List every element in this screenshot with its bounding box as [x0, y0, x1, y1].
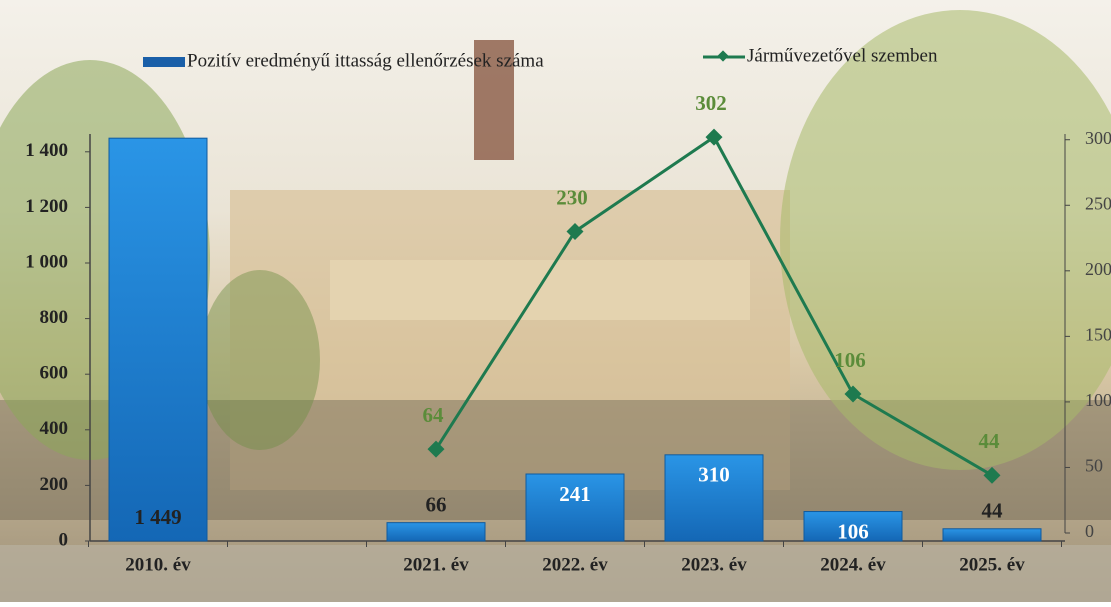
y2-tick-label: 150	[1085, 324, 1111, 344]
legend-label: Pozitív eredményű ittasság ellenőrzések …	[187, 50, 544, 71]
bar	[664, 454, 764, 542]
y-tick-label: 200	[40, 474, 69, 495]
y2-tick-label: 200	[1085, 259, 1111, 279]
bar-value-label: 44	[982, 499, 1004, 523]
y2-tick-label: 0	[1085, 521, 1094, 541]
x-tick-label: 2023. év	[681, 554, 747, 575]
line-value-label: 302	[695, 91, 727, 115]
line-marker	[983, 466, 1001, 484]
y-tick-label: 600	[40, 363, 69, 384]
line-marker	[705, 128, 723, 146]
bar	[942, 528, 1042, 542]
x-tick-label: 2024. év	[820, 554, 886, 575]
legend: Pozitív eredményű ittasság ellenőrzések …	[143, 45, 938, 71]
x-tick-label: 2010. év	[125, 554, 191, 575]
y-tick-label: 800	[40, 307, 69, 328]
legend-swatch	[143, 57, 185, 67]
y2-tick-label: 100	[1085, 390, 1111, 410]
bar-value-label: 1 449	[134, 505, 181, 529]
x-tick-label: 2021. év	[403, 554, 469, 575]
y-tick-label: 1 200	[25, 196, 68, 217]
line-marker	[566, 223, 584, 240]
legend-marker	[717, 50, 729, 62]
bar-value-label: 241	[559, 482, 591, 506]
y-tick-label: 0	[59, 529, 69, 550]
line-value-label: 230	[556, 185, 588, 209]
line-value-label: 106	[834, 348, 866, 372]
line-value-label: 44	[979, 429, 1001, 453]
bar	[803, 511, 903, 542]
x-tick-label: 2022. év	[542, 554, 608, 575]
line-marker	[427, 440, 445, 458]
bar	[525, 473, 625, 542]
line-value-label: 64	[423, 403, 445, 427]
y2-tick-label: 250	[1085, 193, 1111, 213]
bar-value-label: 310	[698, 463, 730, 487]
bar	[108, 137, 208, 542]
bar-value-label: 106	[837, 519, 869, 543]
x-tick-label: 2025. év	[959, 554, 1025, 575]
bar-value-label: 66	[426, 492, 447, 516]
bar	[386, 522, 486, 542]
y2-tick-label: 50	[1085, 456, 1103, 476]
legend-label: Járművezetővel szemben	[747, 45, 938, 66]
y2-tick-label: 300	[1085, 128, 1111, 148]
y-tick-label: 1 400	[25, 140, 68, 161]
line-marker	[844, 385, 862, 403]
y-tick-label: 400	[40, 418, 69, 439]
y-tick-label: 1 000	[25, 251, 68, 272]
